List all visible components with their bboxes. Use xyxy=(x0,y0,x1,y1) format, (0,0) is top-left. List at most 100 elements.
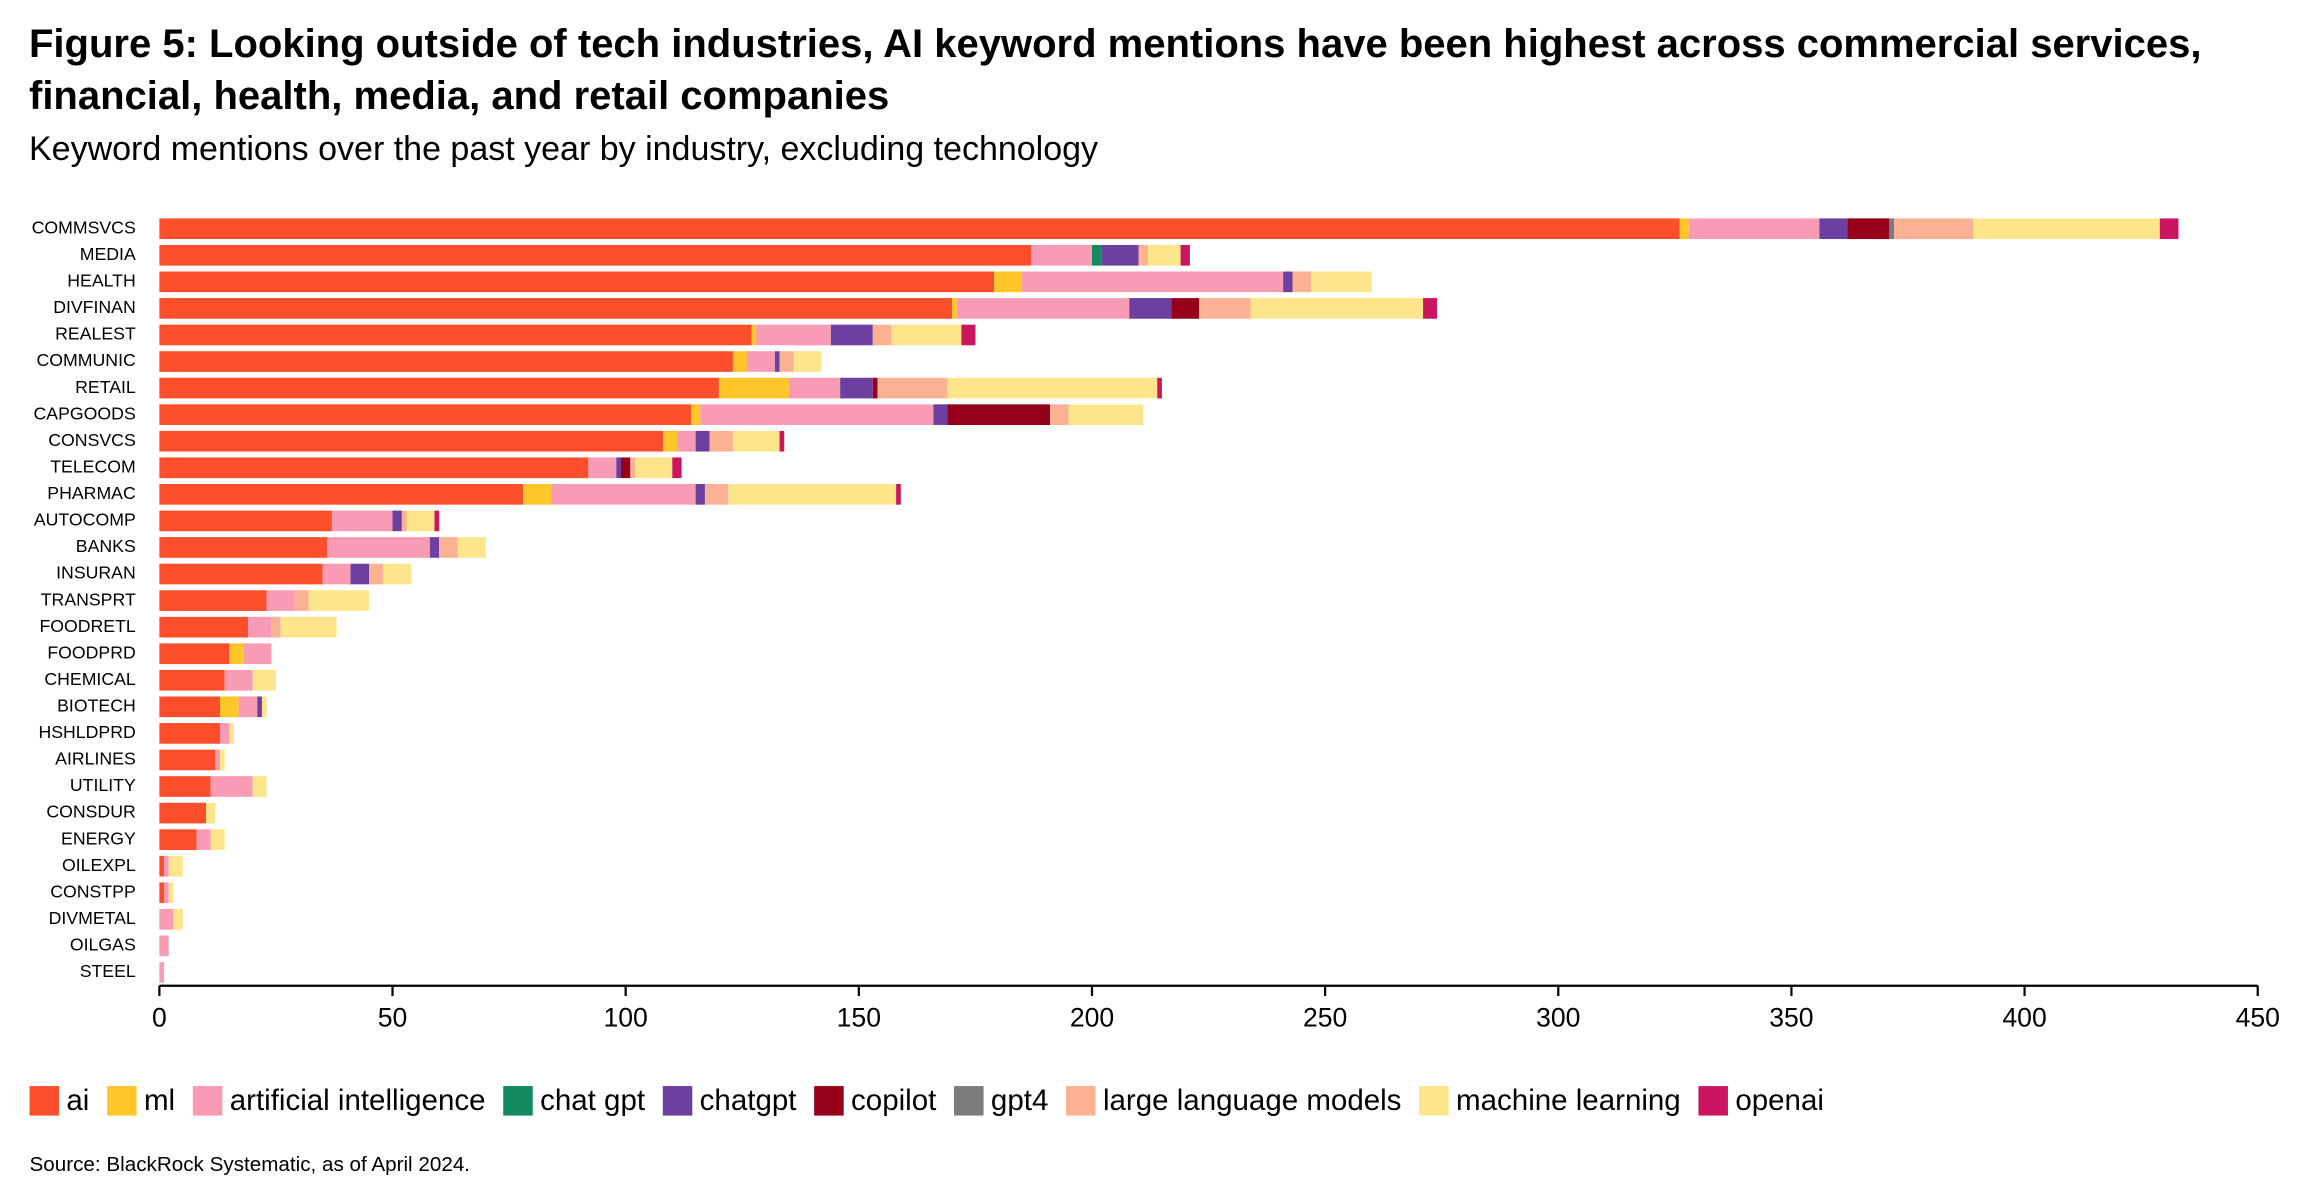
bar-segment xyxy=(1157,377,1162,399)
bar-segment xyxy=(732,351,747,372)
bar-segment xyxy=(1423,298,1438,319)
y-tick-label: MEDIA xyxy=(80,244,136,264)
bar-segment xyxy=(429,537,440,558)
bar-segment xyxy=(383,563,412,585)
bar-segment xyxy=(229,723,234,744)
bar-segment xyxy=(392,510,402,532)
legend-label: large language models xyxy=(1103,1084,1402,1117)
legend-swatch xyxy=(1698,1086,1728,1116)
bar-segment xyxy=(1847,218,1890,240)
bar-segment xyxy=(746,351,775,372)
bar-segment xyxy=(961,324,976,346)
bar-segment xyxy=(280,616,337,638)
y-tick-label: FOODPRD xyxy=(47,642,135,662)
bar-segment xyxy=(159,882,165,904)
legend-swatch xyxy=(1419,1086,1449,1116)
bar-segment xyxy=(210,776,253,797)
bar-segment xyxy=(350,563,370,585)
bar-segment xyxy=(196,829,211,850)
bar-segment xyxy=(774,351,780,372)
bar-segment xyxy=(728,484,897,505)
bar-segment xyxy=(840,377,873,399)
bar-segment xyxy=(159,643,230,665)
y-tick-label: COMMUNIC xyxy=(37,350,136,370)
bar-segment xyxy=(159,298,953,319)
bar-segment xyxy=(159,935,169,957)
bar-segment xyxy=(369,563,384,585)
bar-segment xyxy=(159,908,174,930)
bar-segment xyxy=(210,829,225,850)
bar-segment xyxy=(1679,218,1689,240)
bar-segment xyxy=(523,484,552,505)
legend-label: ai xyxy=(66,1084,89,1117)
bar-segment xyxy=(327,537,430,558)
bar-segment xyxy=(877,377,948,399)
bar-segment xyxy=(457,537,486,558)
y-tick-label: HEALTH xyxy=(67,271,135,291)
legend-swatch xyxy=(29,1086,60,1116)
bar-segment xyxy=(779,351,794,372)
bar-segment xyxy=(732,430,780,452)
bar-segment xyxy=(434,510,440,532)
bar-segment xyxy=(1129,298,1172,319)
y-tick-label: COMMSVCS xyxy=(32,217,136,237)
bar-segment xyxy=(219,696,239,718)
legend-swatch xyxy=(1066,1086,1096,1116)
legend-swatch xyxy=(503,1086,533,1116)
y-tick-label: REALEST xyxy=(55,324,136,344)
bar-segment xyxy=(229,643,244,665)
y-tick-label: CAPGOODS xyxy=(34,403,136,423)
bar-segment xyxy=(164,855,169,877)
bar-segment xyxy=(891,324,962,346)
bar-segment xyxy=(159,324,752,346)
bar-segment xyxy=(700,404,934,425)
bar-segment xyxy=(219,723,230,744)
bar-segment xyxy=(1199,298,1251,319)
x-tick-label: 150 xyxy=(837,1003,881,1033)
bar-segment xyxy=(718,377,789,399)
bar-segment xyxy=(551,484,696,505)
bar-segment xyxy=(1688,218,1820,240)
bar-segment xyxy=(406,510,435,532)
bar-segment xyxy=(168,882,174,904)
legend-label: chat gpt xyxy=(540,1084,645,1117)
bar-segment xyxy=(830,324,873,346)
bar-segment xyxy=(872,377,878,399)
bar-segment xyxy=(588,457,617,479)
bar-segment xyxy=(1180,244,1190,266)
bar-segment xyxy=(159,377,719,399)
bar-segment xyxy=(635,457,673,479)
bar-segment xyxy=(159,510,332,532)
legend-swatch xyxy=(107,1086,137,1116)
bar-segment xyxy=(159,218,1680,240)
bar-segment xyxy=(159,855,165,877)
bar-segment xyxy=(266,590,295,611)
bar-segment xyxy=(159,776,211,797)
bar-segment xyxy=(2159,218,2179,240)
bar-segment xyxy=(709,430,733,452)
bar-segment xyxy=(159,457,589,479)
bar-segment xyxy=(1250,298,1424,319)
y-tick-label: CONSDUR xyxy=(46,802,135,822)
bar-segment xyxy=(206,802,216,824)
bar-segment xyxy=(1022,271,1284,293)
bar-segment xyxy=(1147,244,1181,266)
bar-segment xyxy=(1311,271,1372,293)
bar-segment xyxy=(159,749,216,771)
legend-label: openai xyxy=(1735,1084,1824,1117)
bar-segment xyxy=(247,616,272,638)
bar-segment xyxy=(439,537,458,558)
bar-segment xyxy=(896,484,901,505)
bar-segment xyxy=(1138,244,1148,266)
y-tick-label: TELECOM xyxy=(50,456,136,476)
legend-swatch xyxy=(814,1086,844,1116)
bar-segment xyxy=(630,457,636,479)
y-tick-label: OILGAS xyxy=(70,935,136,955)
bar-segment xyxy=(159,829,197,850)
bar-segment xyxy=(261,696,267,718)
x-tick-label: 300 xyxy=(1536,1003,1580,1033)
bar-segment xyxy=(224,669,253,691)
bar-segment xyxy=(956,298,1130,319)
y-tick-label: RETAIL xyxy=(75,377,136,397)
